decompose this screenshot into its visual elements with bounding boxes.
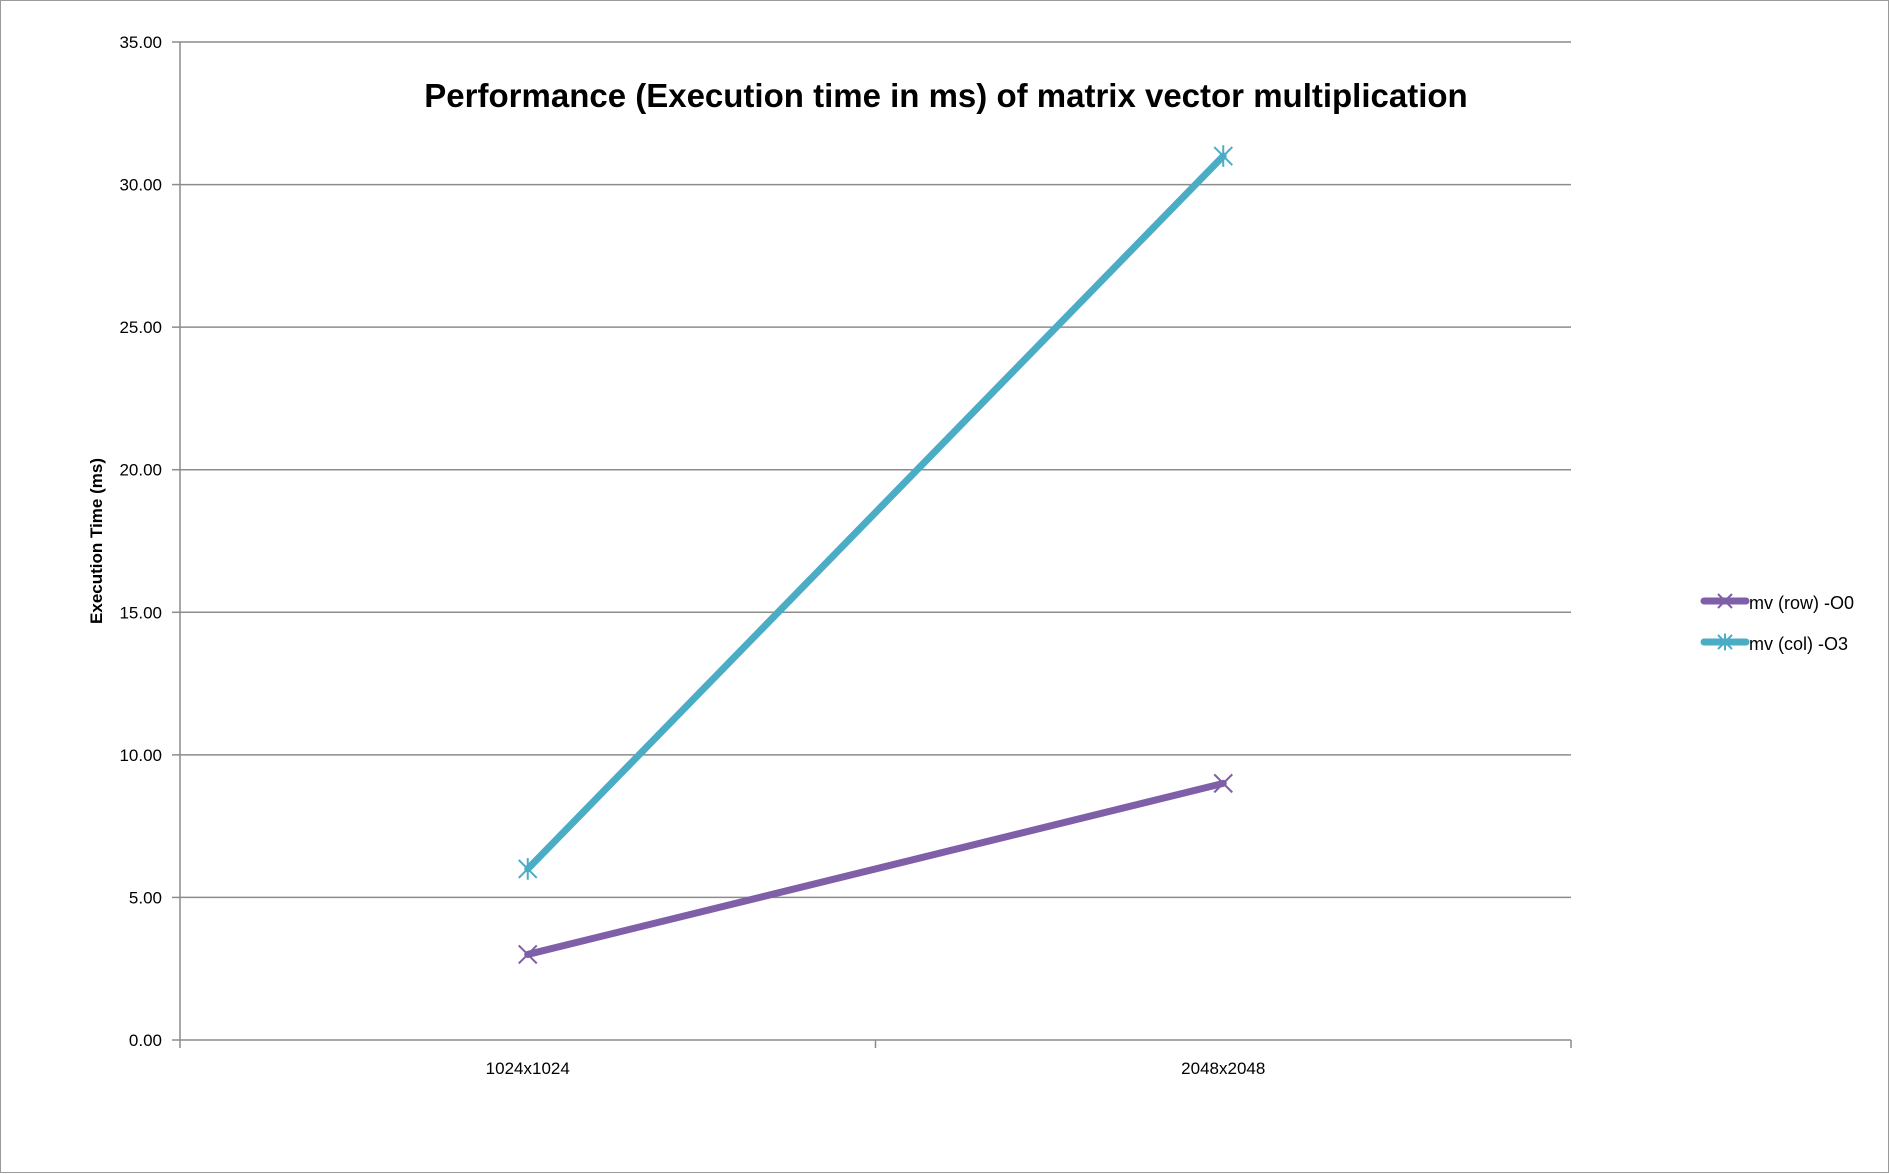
y-axis-title: Execution Time (ms) — [87, 458, 106, 624]
y-tick-label: 35.00 — [119, 33, 162, 52]
series-line — [524, 152, 1227, 873]
y-tick-label: 30.00 — [119, 176, 162, 195]
y-tick-label: 25.00 — [119, 318, 162, 337]
y-tick-labels: 0.00 5.00 10.00 15.00 20.00 25.00 30.00 35.00 — [119, 33, 162, 1050]
axes — [172, 41, 1572, 1048]
x-tick-labels: 1024x1024 2048x2048 — [486, 1059, 1266, 1078]
y-tick-label: 10.00 — [119, 746, 162, 765]
gridlines — [180, 41, 1571, 899]
x-tick-label: 1024x1024 — [486, 1059, 570, 1078]
series-0 — [518, 773, 1233, 965]
marker-stroke — [518, 944, 538, 965]
legend-label: mv (row) -O0 — [1749, 593, 1854, 613]
x-tick-label: 2048x2048 — [1181, 1059, 1265, 1078]
chart-title: Performance (Execution time in ms) of ma… — [424, 77, 1467, 114]
marker-stroke — [1717, 593, 1733, 609]
y-tick-label: 20.00 — [119, 461, 162, 480]
legend-item: mv (col) -O3 — [1700, 633, 1848, 654]
data-point — [518, 858, 538, 880]
series-1 — [518, 145, 1233, 880]
y-tick-label: 0.00 — [129, 1031, 162, 1050]
data-point — [1213, 773, 1233, 794]
data-point — [518, 944, 538, 965]
y-tick-label: 15.00 — [119, 603, 162, 622]
legend-item: mv (row) -O0 — [1700, 593, 1854, 613]
legend: mv (row) -O0 mv (col) -O3 — [1700, 593, 1854, 654]
legend-label: mv (col) -O3 — [1749, 634, 1848, 654]
y-tick-label: 5.00 — [129, 888, 162, 907]
data-point — [1213, 145, 1233, 167]
series — [518, 145, 1233, 965]
marker-stroke — [1213, 773, 1233, 794]
series-line — [524, 779, 1227, 958]
